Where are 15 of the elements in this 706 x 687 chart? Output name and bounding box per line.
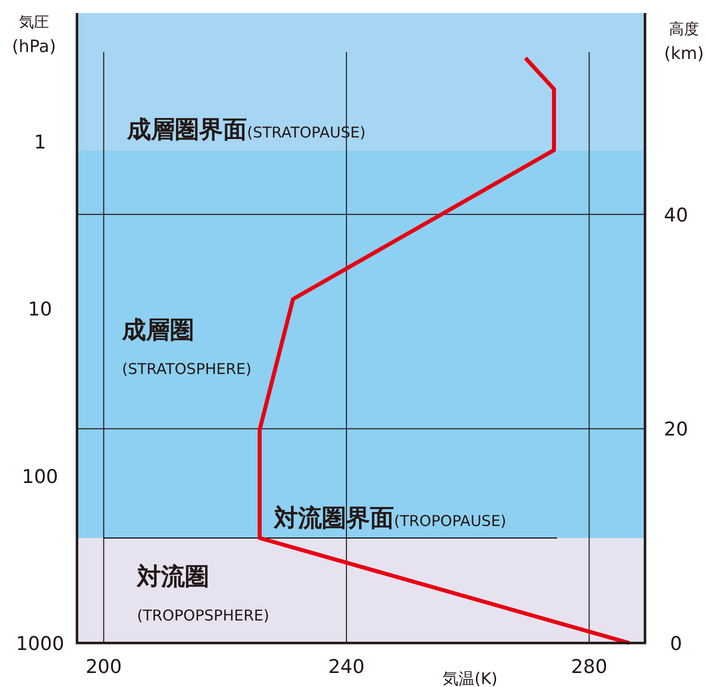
- x-tick-label: 240: [328, 656, 365, 678]
- y-tick-label: 1000: [16, 633, 64, 655]
- y2-tick-label: 40: [664, 204, 688, 226]
- y2-tick-label: 0: [670, 633, 682, 655]
- band-label: 対流圏(TROPOPSPHERE): [136, 562, 270, 624]
- y-tick-label: 100: [22, 466, 58, 488]
- y2-tick-label: 20: [664, 418, 688, 441]
- x-axis-title: 気温(K): [442, 669, 498, 687]
- x-tick-label: 280: [571, 656, 608, 678]
- y-axis-title: 気圧(hPa): [12, 13, 56, 57]
- y-tick-label: 1: [34, 132, 46, 154]
- x-tick-label: 200: [86, 656, 122, 678]
- y2-axis-title: 高度(km): [664, 20, 704, 64]
- band-label: 成層圏(STRATOSPHERE): [121, 316, 252, 378]
- y-tick-label: 10: [28, 298, 52, 321]
